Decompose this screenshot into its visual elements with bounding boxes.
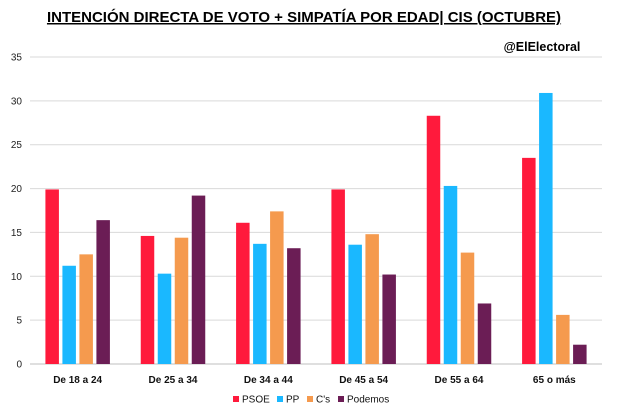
y-tick-label: 20	[11, 184, 23, 195]
bar	[287, 248, 301, 364]
bar	[174, 237, 189, 364]
bar	[45, 189, 59, 364]
legend-label: Podemos	[347, 395, 389, 406]
y-tick-label: 5	[16, 316, 22, 327]
bar	[253, 243, 267, 364]
bar	[556, 314, 570, 364]
x-category-label: 65 o más	[533, 375, 576, 386]
bar	[157, 273, 172, 364]
legend-swatch	[233, 396, 239, 402]
bar	[270, 211, 284, 364]
bar	[62, 265, 76, 364]
bar	[331, 189, 345, 364]
bar	[365, 234, 379, 364]
bar	[140, 235, 155, 364]
bar	[191, 195, 206, 364]
watermark-annotation: @ElElectoral	[504, 40, 581, 54]
y-tick-label: 25	[11, 140, 23, 151]
bar	[522, 157, 536, 364]
y-axis: 0 5 10 15 20 25 30 35	[11, 53, 23, 371]
y-tick-label: 30	[11, 96, 23, 107]
chart-title: INTENCIÓN DIRECTA DE VOTO + SIMPATÍA POR…	[47, 8, 561, 26]
legend-label: PSOE	[242, 395, 270, 406]
legend: PSOE PP C's Podemos	[233, 395, 389, 406]
bar	[382, 274, 396, 364]
y-tick-label: 10	[11, 272, 23, 283]
bars	[45, 92, 587, 364]
legend-label: C's	[316, 395, 330, 406]
bar	[573, 344, 587, 364]
x-category-label: De 25 a 34	[149, 375, 198, 386]
bar	[443, 185, 458, 364]
legend-swatch	[338, 396, 344, 402]
bar	[539, 92, 553, 364]
legend-label: PP	[286, 395, 300, 406]
bar	[426, 115, 441, 364]
y-tick-label: 35	[11, 53, 23, 64]
legend-swatch	[307, 396, 313, 402]
gridlines	[30, 56, 602, 365]
legend-swatch	[277, 396, 283, 402]
y-tick-label: 0	[16, 360, 22, 371]
x-category-label: De 34 a 44	[244, 375, 293, 386]
bar	[236, 222, 250, 364]
x-axis: De 18 a 24 De 25 a 34 De 34 a 44 De 45 a 54…	[53, 375, 576, 386]
y-tick-label: 15	[11, 228, 23, 239]
x-category-label: De 45 a 54	[339, 375, 388, 386]
bar	[460, 252, 475, 364]
bar	[96, 220, 110, 364]
bar	[477, 303, 492, 364]
x-category-label: De 18 a 24	[53, 375, 102, 386]
bar	[348, 244, 362, 364]
bar	[79, 254, 93, 364]
x-category-label: De 55 a 64	[435, 375, 484, 386]
